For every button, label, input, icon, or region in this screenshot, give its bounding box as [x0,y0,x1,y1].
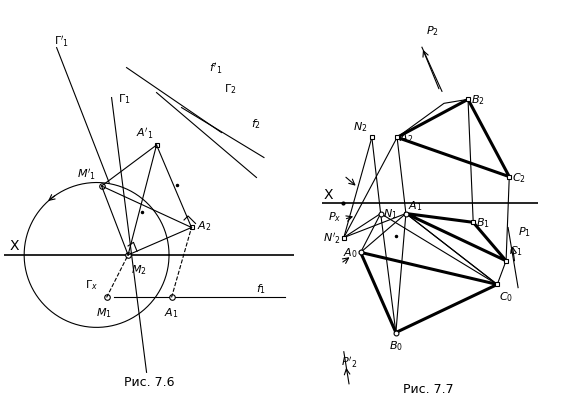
Text: $A_1$: $A_1$ [164,305,179,319]
Text: $P_2$: $P_2$ [426,24,438,38]
Text: Рис. 7.7: Рис. 7.7 [402,382,453,395]
Text: $C_2$: $C_2$ [512,170,526,184]
Text: $B_0$: $B_0$ [389,339,403,352]
Text: $C_0$: $C_0$ [499,290,514,303]
Text: $\Gamma_1$: $\Gamma_1$ [118,92,131,106]
Text: $A_2$: $A_2$ [196,219,211,232]
Text: $A_0$: $A_0$ [343,246,357,259]
Text: $A'_1$: $A'_1$ [136,126,154,141]
Text: $P_1$: $P_1$ [518,225,531,239]
Text: $B_2$: $B_2$ [471,93,485,107]
Text: $B_1$: $B_1$ [476,216,490,230]
Text: $f_2$: $f_2$ [251,117,262,131]
Text: $P_x$: $P_x$ [328,210,341,224]
Text: $A_2$: $A_2$ [399,131,413,145]
Text: $N_2$: $N_2$ [353,120,368,134]
Text: $M_1$: $M_1$ [96,305,112,319]
Text: $f'_1$: $f'_1$ [209,61,222,76]
Text: $\Gamma_2$: $\Gamma_2$ [224,82,236,96]
Text: $A_1$: $A_1$ [408,198,422,212]
Text: X: X [9,239,19,253]
Text: $f_1$: $f_1$ [256,282,266,295]
Text: $N'_2$: $N'_2$ [323,231,340,245]
Text: $M_2$: $M_2$ [131,263,146,277]
Text: $P'_2$: $P'_2$ [341,354,357,369]
Text: X: X [324,188,334,202]
Text: $\Gamma_x$: $\Gamma_x$ [85,278,98,292]
Text: $N_1$: $N_1$ [383,207,397,221]
Text: $\Gamma'_1$: $\Gamma'_1$ [54,34,69,49]
Text: $C_1$: $C_1$ [509,243,523,257]
Text: $M'_1$: $M'_1$ [78,167,97,182]
Text: Рис. 7.6: Рис. 7.6 [124,375,174,388]
